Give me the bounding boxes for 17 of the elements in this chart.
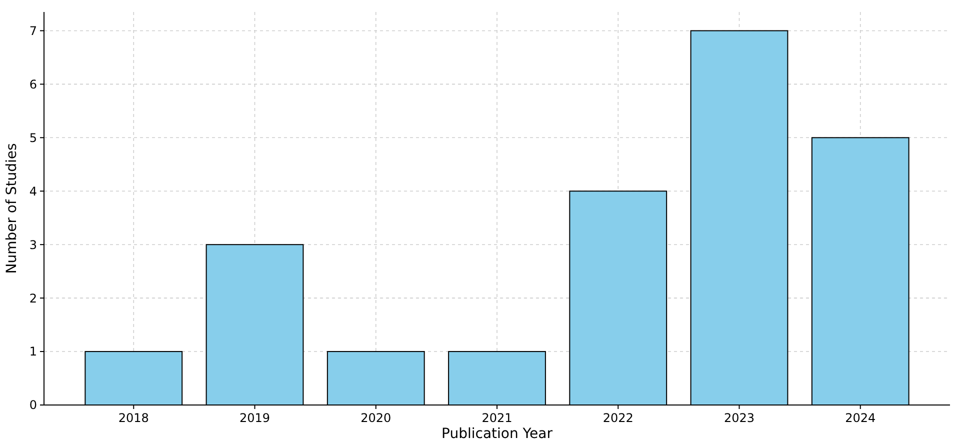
y-axis-title: Number of Studies (4, 143, 20, 274)
y-tick-label: 3 (29, 238, 37, 252)
y-tick-label: 7 (29, 24, 37, 38)
y-tick-label: 1 (29, 344, 37, 359)
x-axis-title: Publication Year (442, 426, 553, 442)
x-tick-label: 2023 (724, 411, 755, 425)
x-tick-label: 2022 (602, 411, 634, 425)
y-tick-label: 2 (29, 291, 37, 306)
x-tick-label: 2019 (239, 411, 270, 425)
y-tick-label: 4 (29, 184, 37, 198)
x-tick-label: 2018 (118, 411, 149, 425)
y-tick-label: 5 (29, 130, 37, 145)
x-tick-label: 2020 (360, 411, 392, 425)
x-tick-label: 2024 (845, 411, 876, 425)
y-tick-label: 6 (29, 77, 37, 92)
x-tick-label: 2021 (482, 411, 512, 425)
y-tick-label: 0 (29, 398, 37, 412)
